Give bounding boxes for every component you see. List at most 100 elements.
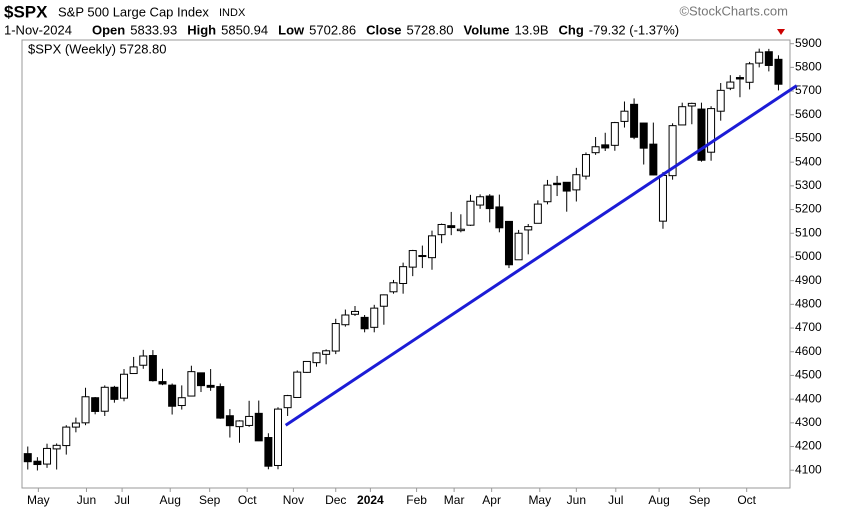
- y-tick-label: 4900: [795, 273, 822, 287]
- candle-body: [553, 182, 562, 186]
- y-tick-label: 4700: [795, 320, 822, 334]
- candle-body: [649, 143, 658, 176]
- y-tick-label: 4100: [795, 462, 822, 476]
- y-tick-label: 5000: [795, 249, 822, 263]
- x-tick-label: Nov: [283, 493, 304, 507]
- candle-body: [630, 103, 639, 138]
- candle-body: [71, 422, 80, 428]
- candle-body: [447, 225, 456, 229]
- candle-body: [697, 108, 706, 161]
- stat-value: 5702.86: [309, 22, 356, 37]
- y-tick-label: 4400: [795, 391, 822, 405]
- candle-body: [418, 255, 427, 258]
- candle-body: [524, 226, 533, 231]
- candle-body: [91, 397, 100, 412]
- stat-value: -79.32 (-1.37%): [589, 22, 679, 37]
- y-tick-label: 5600: [795, 107, 822, 121]
- candle-body: [639, 122, 648, 149]
- x-tick-label: May: [528, 493, 551, 507]
- stat-label: Open: [92, 22, 125, 37]
- candle-body: [745, 63, 754, 83]
- candle-body: [687, 102, 696, 107]
- candle-body: [177, 397, 186, 407]
- stat-value: 5850.94: [221, 22, 268, 37]
- candle-body: [235, 420, 244, 428]
- candle-body: [466, 200, 475, 226]
- y-tick-label: 5300: [795, 178, 822, 192]
- candle-body: [389, 282, 398, 293]
- y-tick-label: 4800: [795, 297, 822, 311]
- candle-body: [331, 323, 340, 352]
- candle-body: [581, 154, 590, 177]
- x-tick-label: Jun: [77, 493, 96, 507]
- candle-body: [139, 355, 148, 366]
- x-tick-label: Aug: [160, 493, 181, 507]
- x-tick-label: Jun: [567, 493, 586, 507]
- candle-body: [514, 232, 523, 261]
- candle-body: [187, 371, 196, 397]
- y-tick-label: 4300: [795, 415, 822, 429]
- candle-body: [678, 106, 687, 126]
- candle-body: [158, 381, 167, 385]
- candle-body: [408, 250, 417, 268]
- x-tick-label: 2024: [357, 493, 384, 507]
- candle-body: [427, 235, 436, 259]
- candle-body: [81, 396, 90, 424]
- stat-label: Volume: [464, 22, 510, 37]
- y-tick-label: 5200: [795, 202, 822, 216]
- candle-body: [312, 352, 321, 364]
- stat-label: Close: [366, 22, 401, 37]
- candle-body: [43, 447, 52, 465]
- candle-body: [206, 384, 215, 388]
- candle-body: [437, 223, 446, 236]
- candle-body: [726, 81, 735, 89]
- candle-body: [254, 412, 263, 442]
- candle-body: [774, 58, 783, 85]
- candle-body: [225, 415, 234, 427]
- stat-label: Low: [278, 22, 305, 37]
- candle-body: [456, 228, 465, 232]
- x-tick-label: Feb: [406, 493, 427, 507]
- candle-body: [350, 310, 359, 315]
- candle-body: [533, 203, 542, 224]
- x-tick-label: Aug: [648, 493, 669, 507]
- stat-label: Chg: [559, 22, 584, 37]
- candle-body: [23, 453, 32, 463]
- x-tick-label: Jul: [114, 493, 129, 507]
- candle-body: [668, 125, 677, 177]
- candle-body: [610, 122, 619, 146]
- x-tick-label: Sep: [199, 493, 221, 507]
- stats: Open 5833.93 High 5850.94 Low 5702.86 Close 572…: [92, 22, 679, 37]
- legend: $SPX (Weekly) 5728.80: [28, 41, 167, 56]
- candle-body: [264, 437, 273, 467]
- stat-label: High: [187, 22, 216, 37]
- candle-body: [216, 386, 225, 419]
- source: ©StockCharts.com: [679, 3, 788, 18]
- candle-body: [399, 266, 408, 284]
- candle-body: [504, 220, 513, 266]
- symbol: $SPX: [4, 2, 48, 21]
- candle-body: [100, 386, 109, 412]
- candle-body: [168, 384, 177, 407]
- y-tick-label: 5500: [795, 131, 822, 145]
- candle-body: [120, 373, 129, 399]
- x-tick-label: Oct: [238, 493, 257, 507]
- candle-body: [274, 408, 282, 466]
- candle-body: [245, 415, 254, 426]
- date: 1-Nov-2024: [4, 22, 72, 37]
- plot-frame: [21, 39, 791, 489]
- candle-body: [110, 386, 119, 400]
- plot: 4100 4200 4300 4400 4500 4600 4700 4800 4900 5000…: [23, 36, 822, 507]
- candle-body: [716, 89, 725, 112]
- exchange: INDX: [219, 7, 246, 19]
- candle-body: [283, 395, 292, 409]
- candle-body: [735, 77, 744, 80]
- stat-value: 13.9B: [515, 22, 549, 37]
- candle-body: [562, 181, 571, 192]
- candle-body: [764, 51, 773, 66]
- candle-body: [495, 206, 504, 229]
- candle-body: [370, 307, 379, 328]
- candle-body: [129, 366, 138, 375]
- down-arrow: [777, 29, 785, 35]
- candle-body: [591, 146, 600, 154]
